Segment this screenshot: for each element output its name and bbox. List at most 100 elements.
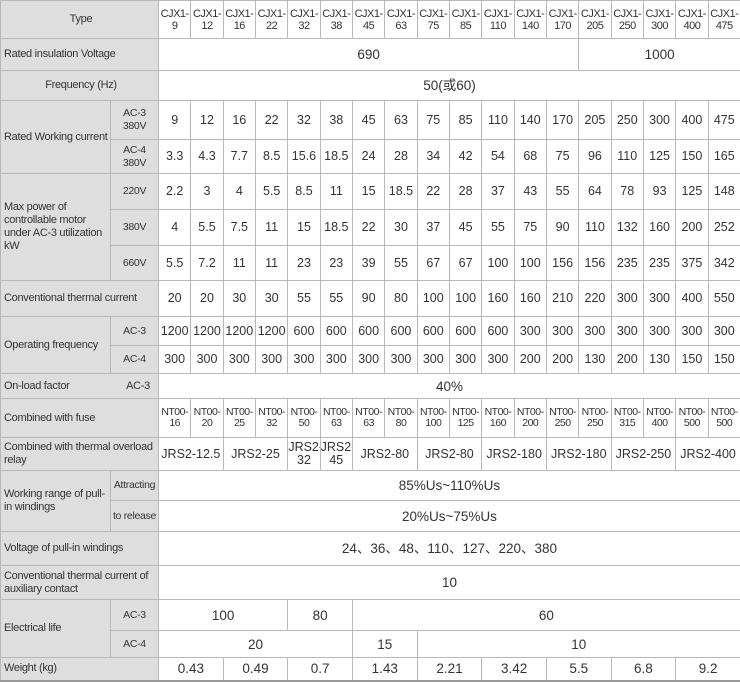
value-cell: 125 <box>676 174 708 210</box>
value-cell: 60 <box>352 600 740 631</box>
row-sub-label: AC-4 380V <box>111 140 159 174</box>
value-cell: 132 <box>611 210 643 246</box>
value-cell: 1.43 <box>352 658 417 681</box>
row-label: Combined with thermal overload relay <box>1 438 159 471</box>
model-header: CJX1-22 <box>255 1 287 39</box>
value-cell: 300 <box>320 346 352 374</box>
value-cell: 100 <box>449 281 481 317</box>
model-header: CJX1-250 <box>611 1 643 39</box>
value-cell: 250 <box>611 101 643 140</box>
value-cell: 32 <box>288 101 320 140</box>
value-cell: 160 <box>482 281 514 317</box>
value-cell: 140 <box>514 101 546 140</box>
value-cell: JRS2-180 <box>482 438 547 471</box>
model-header: CJX1-38 <box>320 1 352 39</box>
value-cell: 39 <box>352 246 384 281</box>
value-cell: 300 <box>191 346 223 374</box>
value-cell: 100 <box>514 246 546 281</box>
value-cell: 170 <box>546 101 578 140</box>
value-cell: 8.5 <box>255 140 287 174</box>
value-cell: 93 <box>643 174 675 210</box>
value-cell: 30 <box>223 281 255 317</box>
value-cell: 200 <box>514 346 546 374</box>
value-cell: 600 <box>449 317 481 346</box>
value-cell: 30 <box>385 210 417 246</box>
value-cell: 55 <box>385 246 417 281</box>
value-cell: 18.5 <box>385 174 417 210</box>
value-cell: NT00-50 <box>288 399 320 438</box>
value-cell: 40% <box>159 374 740 399</box>
value-cell: 210 <box>546 281 578 317</box>
value-cell: 11 <box>320 174 352 210</box>
value-cell: 235 <box>611 246 643 281</box>
value-cell: 300 <box>611 281 643 317</box>
row-label-text: On-load factor <box>4 380 70 393</box>
value-cell: 150 <box>676 140 708 174</box>
value-cell: 600 <box>320 317 352 346</box>
value-cell: 42 <box>449 140 481 174</box>
table-row: Max power of controllable motor under AC… <box>1 174 740 210</box>
value-cell: 1200 <box>223 317 255 346</box>
value-cell: NT00-16 <box>159 399 191 438</box>
value-cell: 300 <box>643 281 675 317</box>
value-cell: NT00-400 <box>643 399 675 438</box>
value-cell: 80 <box>385 281 417 317</box>
value-cell: 23 <box>288 246 320 281</box>
value-cell: JRS2-25 <box>223 438 288 471</box>
value-cell: 300 <box>482 346 514 374</box>
value-cell: 20%Us~75%Us <box>159 501 740 532</box>
table-row: Conventional thermal current of auxiliar… <box>1 566 740 600</box>
value-cell: 16 <box>223 101 255 140</box>
value-cell: 110 <box>611 140 643 174</box>
model-header: CJX1-32 <box>288 1 320 39</box>
value-cell: 550 <box>708 281 740 317</box>
value-cell: 67 <box>449 246 481 281</box>
value-cell: 78 <box>611 174 643 210</box>
value-cell: NT00-160 <box>482 399 514 438</box>
value-cell: 11 <box>255 210 287 246</box>
row-sub-label: to release <box>111 501 159 532</box>
row-label: Conventional thermal current of auxiliar… <box>1 566 159 600</box>
value-cell: NT00-250 <box>546 399 578 438</box>
value-cell: 130 <box>579 346 611 374</box>
model-header: CJX1-12 <box>191 1 223 39</box>
value-cell: 67 <box>417 246 449 281</box>
value-cell: 37 <box>417 210 449 246</box>
value-cell: 165 <box>708 140 740 174</box>
value-cell: 400 <box>676 281 708 317</box>
value-cell: 55 <box>546 174 578 210</box>
value-cell: 9.2 <box>676 658 740 681</box>
value-cell: 12 <box>191 101 223 140</box>
value-cell: 68 <box>514 140 546 174</box>
value-cell: 30 <box>255 281 287 317</box>
value-cell: 4.3 <box>191 140 223 174</box>
value-cell: 0.43 <box>159 658 224 681</box>
value-cell: 55 <box>320 281 352 317</box>
value-cell: 22 <box>255 101 287 140</box>
value-cell: 23 <box>320 246 352 281</box>
value-cell: 22 <box>417 174 449 210</box>
value-cell: 300 <box>643 101 675 140</box>
value-cell: JRS2-32 <box>288 438 320 471</box>
value-cell: 0.7 <box>288 658 353 681</box>
value-cell: 43 <box>514 174 546 210</box>
value-cell: 5.5 <box>159 246 191 281</box>
value-cell: JRS2-400 <box>676 438 740 471</box>
model-header: CJX1-85 <box>449 1 481 39</box>
value-cell: 75 <box>514 210 546 246</box>
value-cell: 160 <box>514 281 546 317</box>
value-cell: 9 <box>159 101 191 140</box>
value-cell: 20 <box>159 631 353 658</box>
value-cell: 150 <box>708 346 740 374</box>
value-cell: 300 <box>223 346 255 374</box>
value-cell: 75 <box>417 101 449 140</box>
value-cell: 4 <box>159 210 191 246</box>
value-cell: 80 <box>288 600 353 631</box>
